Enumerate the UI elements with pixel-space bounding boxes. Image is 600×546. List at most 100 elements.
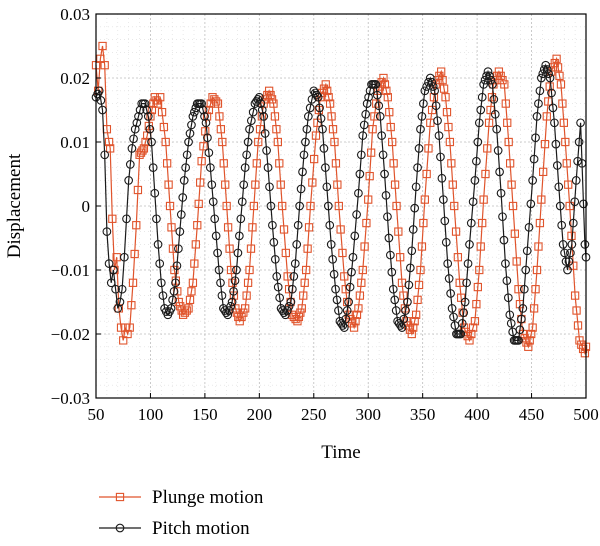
data-point-plunge-motion: [241, 304, 250, 313]
data-point-pitch-motion: [229, 286, 238, 296]
data-point-pitch-motion: [323, 201, 333, 211]
data-point-plunge-motion: [479, 195, 488, 204]
data-point-pitch-motion: [226, 301, 236, 311]
data-point-plunge-motion: [226, 265, 236, 275]
data-point-plunge-motion: [501, 99, 510, 108]
data-point-plunge-motion: [116, 323, 126, 332]
data-point-plunge-motion: [269, 99, 278, 108]
data-point-plunge-motion: [368, 125, 377, 134]
data-point-plunge-motion: [242, 291, 251, 300]
data-point-pitch-motion: [200, 112, 209, 121]
data-point-pitch-motion: [522, 246, 532, 256]
data-point-pitch-motion: [347, 267, 356, 277]
data-point-pitch-motion: [444, 274, 454, 283]
data-point-plunge-motion: [503, 118, 512, 127]
data-point-pitch-motion: [174, 244, 183, 254]
data-point-pitch-motion: [436, 152, 445, 162]
data-point-plunge-motion: [542, 112, 551, 121]
x-tick-label: 300: [355, 405, 381, 424]
y-tick-label: 0.01: [60, 133, 90, 152]
data-point-pitch-motion: [210, 214, 220, 224]
data-point-plunge-motion: [552, 54, 561, 63]
data-point-pitch-motion: [252, 97, 261, 106]
data-point-pitch-motion: [542, 65, 552, 74]
data-point-pitch-motion: [374, 101, 384, 111]
data-point-pitch-motion: [503, 293, 513, 303]
data-point-plunge-motion: [413, 295, 422, 305]
data-point-pitch-motion: [331, 284, 340, 294]
data-point-plunge-motion: [147, 105, 157, 115]
data-point-plunge-motion: [531, 285, 540, 294]
x-tick-label: 150: [192, 405, 218, 424]
data-point-pitch-motion: [570, 197, 580, 207]
data-point-pitch-motion: [532, 112, 542, 121]
data-point-pitch-motion: [153, 240, 163, 249]
data-point-plunge-motion: [275, 159, 284, 168]
data-point-pitch-motion: [518, 304, 528, 313]
data-point-plunge-motion: [532, 265, 542, 275]
data-point-plunge-motion: [327, 112, 336, 121]
data-point-pitch-motion: [477, 92, 487, 102]
data-point-pitch-motion: [364, 92, 373, 102]
data-point-plunge-motion: [438, 75, 447, 85]
data-point-pitch-motion: [269, 237, 279, 247]
data-point-pitch-motion: [502, 276, 512, 286]
data-point-pitch-motion: [443, 259, 453, 268]
data-point-pitch-motion: [119, 252, 129, 262]
data-point-pitch-motion: [198, 105, 208, 115]
data-point-pitch-motion: [356, 150, 366, 160]
data-point-pitch-motion: [272, 272, 282, 281]
data-point-pitch-motion: [372, 90, 382, 100]
data-point-plunge-motion: [300, 278, 309, 287]
data-point-pitch-motion: [410, 203, 420, 213]
data-point-plunge-motion: [254, 137, 263, 147]
data-point-pitch-motion: [420, 86, 430, 96]
data-point-plunge-motion: [157, 107, 167, 117]
data-point-plunge-motion: [420, 195, 429, 204]
data-point-pitch-motion: [207, 180, 217, 190]
x-tick-label: 100: [138, 405, 164, 424]
data-point-plunge-motion: [410, 317, 419, 326]
data-point-pitch-motion: [181, 163, 191, 172]
data-point-plunge-motion: [365, 171, 374, 181]
data-point-plunge-motion: [467, 329, 476, 339]
data-point-plunge-motion: [399, 291, 408, 300]
x-tick-label: 200: [247, 405, 273, 424]
data-point-pitch-motion: [203, 133, 212, 143]
data-point-pitch-motion: [377, 131, 387, 140]
data-point-plunge-motion: [98, 41, 107, 51]
data-point-plunge-motion: [444, 122, 453, 132]
data-point-plunge-motion: [527, 329, 536, 339]
data-point-pitch-motion: [190, 107, 199, 117]
data-point-plunge-motion: [297, 304, 306, 313]
data-point-plunge-motion: [500, 80, 509, 89]
data-point-pitch-motion: [417, 112, 427, 121]
data-point-pitch-motion: [270, 254, 280, 264]
data-point-plunge-motion: [366, 148, 376, 157]
data-point-plunge-motion: [138, 146, 147, 155]
data-point-pitch-motion: [550, 118, 559, 128]
data-point-plunge-motion: [468, 323, 478, 332]
data-point-plunge-motion: [562, 159, 571, 168]
x-axis-title: Time: [321, 442, 360, 463]
data-point-pitch-motion: [446, 289, 455, 298]
data-point-plunge-motion: [252, 159, 261, 168]
data-point-pitch-motion: [150, 188, 160, 198]
data-point-pitch-motion: [447, 304, 457, 313]
data-point-plunge-motion: [211, 97, 221, 106]
data-point-pitch-motion: [237, 197, 247, 207]
data-point-plunge-motion: [100, 61, 109, 70]
data-point-plunge-motion: [487, 93, 497, 102]
data-point-pitch-motion: [457, 318, 467, 328]
data-point-pitch-motion: [295, 201, 304, 211]
data-point-plunge-motion: [349, 323, 359, 332]
data-point-pitch-motion: [242, 150, 251, 160]
data-point-plunge-motion: [303, 244, 312, 253]
data-point-plunge-motion: [325, 99, 335, 108]
data-point-pitch-motion: [524, 222, 534, 232]
data-point-pitch-motion: [223, 310, 233, 320]
data-point-pitch-motion: [299, 150, 309, 160]
data-point-pitch-motion: [352, 210, 361, 219]
data-point-plunge-motion: [553, 63, 563, 72]
data-point-pitch-motion: [254, 92, 264, 102]
